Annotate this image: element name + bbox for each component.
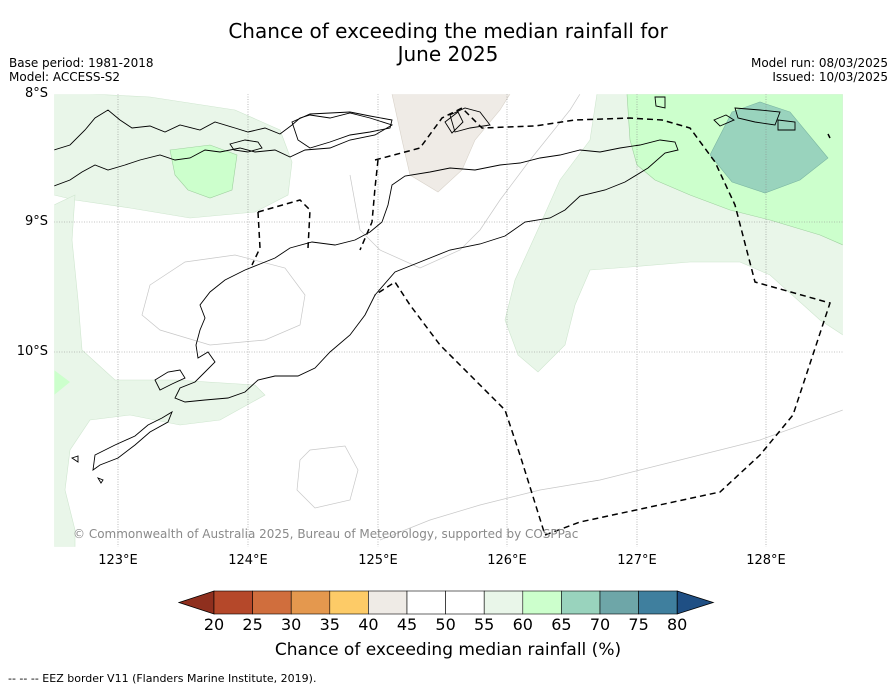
region-55-60-southwest bbox=[54, 194, 266, 547]
colorbar-tick-label: 40 bbox=[358, 615, 379, 634]
coast-moa bbox=[734, 107, 781, 126]
coast-leti bbox=[713, 114, 735, 127]
colorbar-segment bbox=[599, 590, 639, 615]
coast-islet-2 bbox=[96, 477, 104, 484]
coast-kisar bbox=[654, 96, 666, 109]
base-period: Base period: 1981-2018 bbox=[9, 56, 154, 70]
coast-timor bbox=[174, 139, 679, 403]
colorbar-segment bbox=[290, 590, 331, 615]
colorbar-tick-label: 45 bbox=[396, 615, 418, 634]
copyright-notice: © Commonwealth of Australia 2025, Bureau… bbox=[73, 527, 579, 541]
colorbar-label: Chance of exceeding median rainfall (%) bbox=[274, 640, 622, 660]
meta-right: Model run: 08/03/2025 Issued: 10/03/2025 bbox=[751, 56, 888, 84]
colorbar-extend-low bbox=[178, 590, 215, 615]
model-run: Model run: 08/03/2025 bbox=[750, 56, 888, 70]
coast-alor bbox=[291, 111, 393, 149]
map-title: Chance of exceeding the median rainfall … bbox=[0, 20, 896, 66]
lat-label-9s: 9°S bbox=[24, 214, 48, 229]
lon-label-126e: 126°E bbox=[487, 553, 527, 568]
colorbar-tick-label: 65 bbox=[551, 615, 572, 634]
colorbar-segment bbox=[406, 590, 446, 615]
colorbar-tick-label: 20 bbox=[203, 615, 225, 634]
coast-rote bbox=[154, 369, 186, 391]
colorbar bbox=[178, 590, 715, 615]
colorbar-segment bbox=[445, 590, 485, 615]
colorbar-segment bbox=[213, 590, 253, 615]
coast-sawu bbox=[92, 410, 173, 471]
colorbar-tick-label: 55 bbox=[474, 615, 495, 634]
coast-mainland-north bbox=[449, 107, 491, 133]
colorbar-tick-label: 70 bbox=[589, 615, 611, 634]
eez-border bbox=[251, 107, 831, 536]
lat-label-8s: 8°S bbox=[24, 86, 48, 101]
lon-label-125e: 125°E bbox=[358, 553, 398, 568]
issued-date: Issued: 10/03/2025 bbox=[772, 70, 888, 84]
model-name: Model: ACCESS-S2 bbox=[9, 70, 121, 84]
colorbar-extend-high bbox=[676, 590, 715, 615]
colorbar-tick-label: 50 bbox=[435, 615, 456, 634]
lon-label-127e: 127°E bbox=[617, 553, 657, 568]
colorbar-tick-label: 25 bbox=[242, 615, 263, 634]
colorbar-segment bbox=[522, 590, 562, 615]
colorbar-tick-label: 35 bbox=[319, 615, 340, 634]
lon-label-128e: 128°E bbox=[746, 553, 786, 568]
colorbar-tick-label: 75 bbox=[628, 615, 649, 634]
colorbar-tick-label: 30 bbox=[281, 615, 302, 634]
colorbar-segment bbox=[329, 590, 369, 615]
region-65-70 bbox=[709, 101, 829, 194]
coast-lakor bbox=[777, 119, 796, 131]
region-60-65-edge bbox=[54, 370, 70, 395]
colorbar-tick-label: 80 bbox=[667, 615, 688, 634]
coast-pantar bbox=[229, 139, 263, 153]
title-line-2: June 2025 bbox=[397, 42, 499, 66]
lon-label-123e: 123°E bbox=[98, 553, 138, 568]
coast-wetar-islet bbox=[444, 111, 464, 134]
lat-label-10s: 10°S bbox=[16, 344, 48, 359]
colorbar-segment bbox=[483, 590, 524, 615]
colorbar-segment bbox=[368, 590, 408, 615]
colorbar-segment bbox=[638, 590, 678, 615]
colorbar-segment bbox=[252, 590, 292, 615]
lon-label-124e: 124°E bbox=[228, 553, 268, 568]
coastlines bbox=[54, 96, 796, 484]
contour-lines bbox=[141, 94, 843, 541]
graticule bbox=[54, 94, 843, 547]
coast-flores bbox=[54, 109, 394, 187]
meta-left: Base period: 1981-2018 Model: ACCESS-S2 bbox=[9, 56, 154, 84]
title-line-1: Chance of exceeding the median rainfall … bbox=[228, 19, 668, 43]
colorbar-segment bbox=[561, 590, 601, 615]
coast-islet-1 bbox=[70, 455, 79, 463]
rainfall-map bbox=[54, 94, 843, 547]
colorbar-tick-label: 60 bbox=[512, 615, 533, 634]
eez-footnote: -- -- -- EEZ border V11 (Flanders Marine… bbox=[8, 672, 317, 685]
